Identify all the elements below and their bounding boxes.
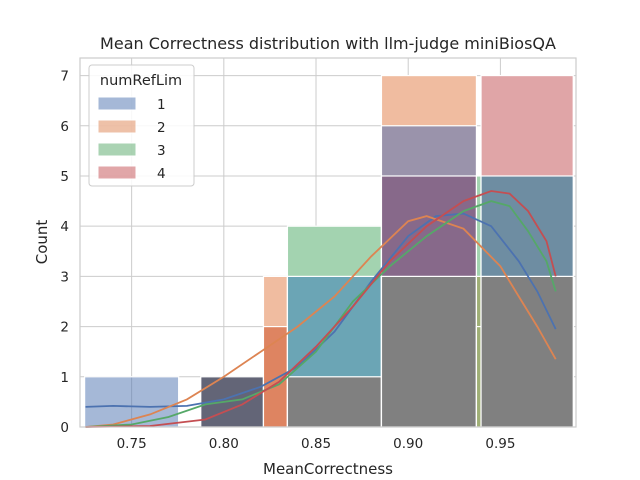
x-tick-label: 0.90 — [393, 436, 423, 452]
y-axis-ticks: 0 1 2 3 4 5 6 7 — [60, 69, 69, 436]
legend: numRefLim 1 2 3 4 — [88, 64, 195, 187]
y-tick-label: 3 — [60, 269, 69, 285]
legend-swatch-2 — [97, 119, 137, 134]
legend-label-3: 3 — [157, 143, 166, 159]
histogram-bar — [286, 376, 383, 428]
x-tick-label: 0.95 — [485, 436, 515, 452]
x-axis-ticks: 0.75 0.80 0.85 0.90 0.95 — [117, 436, 516, 452]
kde-curves — [85, 190, 557, 428]
y-tick-label: 7 — [60, 69, 69, 85]
x-tick-label: 0.85 — [301, 436, 331, 452]
y-axis-label: Count — [33, 220, 51, 265]
plot-frame — [79, 57, 577, 428]
legend-swatch-4 — [97, 165, 137, 180]
legend-items: 1 2 3 4 — [97, 96, 166, 182]
legend-swatch-3 — [97, 142, 137, 157]
y-tick-label: 1 — [60, 370, 69, 386]
histogram-bar — [380, 275, 478, 428]
x-tick-label: 0.80 — [209, 436, 239, 452]
legend-swatch-1 — [97, 96, 137, 111]
y-tick-label: 6 — [60, 119, 69, 135]
x-tick-label: 0.75 — [117, 436, 147, 452]
histogram-bar — [475, 325, 482, 428]
histogram-bar — [480, 275, 574, 428]
y-tick-label: 5 — [60, 169, 69, 185]
legend-label-1: 1 — [157, 97, 166, 113]
y-tick-label: 2 — [60, 320, 69, 336]
y-tick-label: 0 — [60, 420, 69, 436]
legend-title: numRefLim — [100, 73, 182, 89]
histogram-bars — [84, 74, 574, 428]
kde-line-series-4 — [85, 190, 557, 428]
kde-line-series-2 — [85, 215, 557, 428]
y-tick-label: 4 — [60, 219, 69, 235]
x-axis-label: MeanCorrectness — [263, 460, 393, 478]
legend-label-2: 2 — [157, 120, 166, 136]
legend-label-4: 4 — [157, 166, 166, 182]
chart-title: Mean Correctness distribution with llm-j… — [100, 34, 556, 53]
